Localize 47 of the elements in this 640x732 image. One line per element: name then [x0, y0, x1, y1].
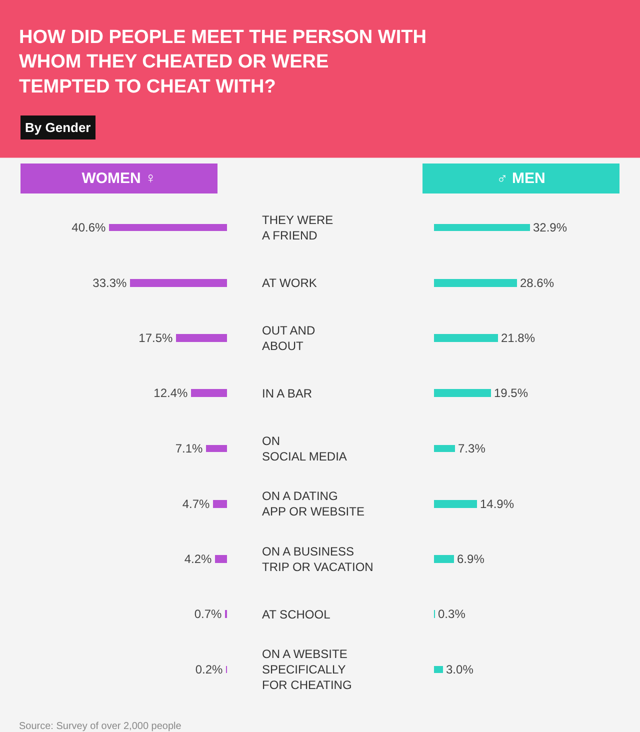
y-tick-label: ON A WEBSITE SPECIFICALLY FOR CHEATING	[262, 646, 352, 692]
data-label: 0.3%	[438, 607, 466, 621]
bar	[215, 555, 227, 563]
bar	[434, 445, 455, 452]
data-label: 7.1%	[175, 442, 203, 456]
bar	[213, 500, 227, 508]
data-label: 6.9%	[457, 552, 485, 566]
bar	[434, 666, 443, 673]
bar	[434, 389, 491, 397]
data-label: 40.6%	[72, 220, 106, 234]
y-tick-label: THEY WERE A FRIEND	[262, 213, 334, 243]
bar	[206, 445, 227, 452]
bar	[176, 334, 227, 342]
bar	[434, 500, 477, 508]
bar	[434, 224, 530, 231]
data-label: 14.9%	[480, 497, 514, 511]
bar	[434, 555, 454, 563]
data-label: 0.7%	[194, 607, 222, 621]
chart-title: HOW DID PEOPLE MEET THE PERSON WITH WHOM THEY CHEATED OR WERE TEMPTED TO CHEAT WITH?	[19, 27, 426, 98]
y-tick-label: ON A BUSINESS TRIP OR VACATION	[262, 544, 374, 574]
data-label: 12.4%	[154, 386, 188, 400]
data-label: 3.0%	[446, 662, 474, 676]
chart-subtitle: By Gender	[25, 120, 91, 135]
data-label: 19.5%	[494, 386, 528, 400]
data-label: 4.2%	[184, 552, 212, 566]
y-tick-label: IN A BAR	[262, 386, 312, 400]
data-label: 21.8%	[501, 331, 536, 345]
source-note: Source: Survey of over 2,000 people	[19, 721, 182, 732]
y-tick-label: AT SCHOOL	[262, 607, 331, 622]
y-tick-label: OUT AND ABOUT	[262, 323, 316, 354]
bar	[191, 389, 227, 397]
data-label: 7.3%	[458, 442, 486, 456]
bar	[130, 279, 227, 287]
y-tick-label: AT WORK	[262, 276, 317, 290]
data-label: 28.6%	[520, 276, 554, 290]
data-label: 4.7%	[182, 497, 210, 511]
bar	[109, 224, 227, 231]
data-label: 0.2%	[195, 662, 223, 676]
text: ♂ MEN	[496, 170, 546, 187]
data-label: 17.5%	[138, 331, 173, 345]
y-tick-label: ON SOCIAL MEDIA	[262, 434, 347, 464]
text: WOMEN ♀	[82, 170, 156, 187]
bar	[434, 279, 517, 287]
data-label: 33.3%	[92, 276, 127, 290]
data-label: 32.9%	[533, 220, 568, 234]
y-tick-label: ON A DATING APP OR WEBSITE	[262, 489, 364, 519]
bar	[434, 334, 498, 342]
